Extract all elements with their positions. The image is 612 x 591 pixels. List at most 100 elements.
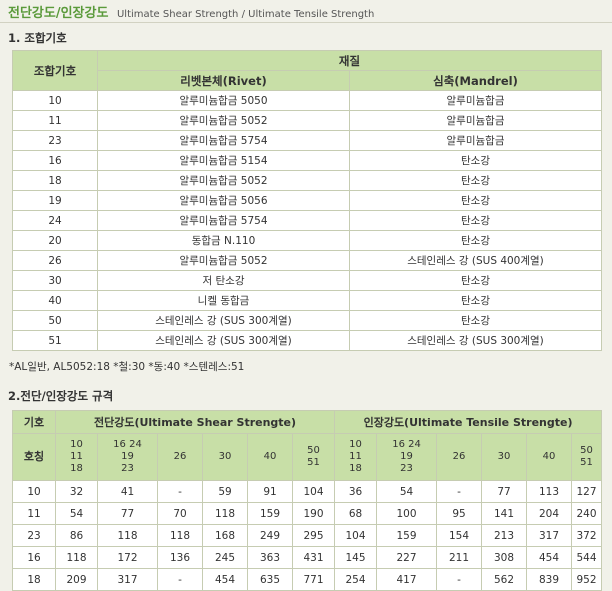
title-divider: [0, 22, 612, 23]
tensile-value-cell: 104: [334, 524, 378, 547]
shear-value-cell: 159: [247, 502, 293, 525]
page-title: 전단강도/인장강도 Ultimate Shear Strength / Ulti…: [8, 2, 374, 21]
combination-row: 20 동합금 N.110 탄소강: [12, 230, 603, 251]
tensile-value-cell: 100: [376, 502, 438, 525]
tensile-value-cell: 145: [334, 546, 378, 569]
tensile-value-cell: -: [436, 480, 483, 503]
col-material-header: 재질: [96, 50, 603, 71]
tensile-value-cell: 562: [481, 568, 528, 591]
tensile-value-cell: 317: [526, 524, 573, 547]
size-cell: 10: [12, 480, 56, 503]
shear-value-cell: 118: [202, 502, 248, 525]
shear-value-cell: 91: [247, 480, 293, 503]
shear-value-cell: 32: [55, 480, 98, 503]
strength-row: 23 86 118 118 168 249 295 104 159 154 213 317 372: [12, 524, 603, 547]
section2-heading: 2.전단/인장강도 규격: [8, 389, 114, 403]
strength-table: 기호 전단강도(Ultimate Shear Strengte) 인장강도(Ul…: [12, 410, 603, 591]
tensile-value-cell: 95: [436, 502, 483, 525]
rivet-cell: 니켈 동합금: [97, 290, 350, 311]
tensile-value-cell: 240: [571, 502, 603, 525]
tensile-value-cell: 372: [571, 524, 603, 547]
shear-value-cell: 431: [291, 546, 336, 569]
tensile-group-header: 50 51: [571, 433, 603, 481]
rivet-cell: 스테인레스 강 (SUS 300계열): [97, 330, 350, 351]
combination-row: 19 알루미늄합금 5056 탄소강: [12, 190, 603, 211]
shear-value-cell: 295: [291, 524, 336, 547]
combination-row: 30 저 탄소강 탄소강: [12, 270, 603, 291]
combination-code-table: 조합기호 재질 리벳본체(Rivet) 심축(Mandrel) 10 알루미늄합금…: [12, 50, 603, 351]
mandrel-cell: 탄소강: [348, 190, 603, 211]
rivet-cell: 저 탄소강: [97, 270, 350, 291]
shear-value-cell: 104: [291, 480, 336, 503]
shear-group-header: 40: [247, 433, 293, 481]
combination-row: 23 알루미늄합금 5754 알루미늄합금: [12, 130, 603, 151]
material-note: *AL일반, AL5052:18 *철:30 *동:40 *스텐레스:51: [9, 361, 245, 373]
combination-code-body: 10 알루미늄합금 5050 알루미늄합금 11 알루미늄합금 5052 알루미늄합금 23…: [12, 90, 603, 351]
tensile-value-cell: -: [436, 568, 483, 591]
code-cell: 18: [12, 170, 98, 191]
mandrel-cell: 스테인레스 강 (SUS 300계열): [348, 330, 603, 351]
col-mandrel-header: 심축(Mandrel): [348, 70, 603, 91]
tensile-value-cell: 952: [571, 568, 603, 591]
code-cell: 24: [12, 210, 98, 231]
tensile-value-cell: 839: [526, 568, 573, 591]
title-text: 전단강도/인장강도: [8, 6, 109, 21]
rivet-cell: 스테인레스 강 (SUS 300계열): [97, 310, 350, 331]
mandrel-cell: 탄소강: [348, 210, 603, 231]
combination-row: 10 알루미늄합금 5050 알루미늄합금: [12, 90, 603, 111]
strength-row: 18 209 317-454 635 771 254 417-562 839 952: [12, 568, 603, 591]
shear-value-cell: 54: [55, 502, 98, 525]
tensile-value-cell: 308: [481, 546, 528, 569]
shear-value-cell: 245: [202, 546, 248, 569]
combination-row: 26 알루미늄합금 5052 스테인레스 강 (SUS 400계열): [12, 250, 603, 271]
rivet-cell: 알루미늄합금 5050: [97, 90, 350, 111]
shear-value-cell: 209: [55, 568, 98, 591]
shear-value-cell: -: [157, 480, 203, 503]
rivet-cell: 알루미늄합금 5154: [97, 150, 350, 171]
tensile-value-cell: 68: [334, 502, 378, 525]
tensile-group-header: 10 11 18: [334, 433, 378, 481]
tensile-value-cell: 211: [436, 546, 483, 569]
mandrel-cell: 탄소강: [348, 150, 603, 171]
tensile-group-header: 26: [436, 433, 483, 481]
shear-value-cell: 771: [291, 568, 336, 591]
col-size-header: 호칭: [12, 433, 56, 481]
tensile-value-cell: 36: [334, 480, 378, 503]
size-cell: 23: [12, 524, 56, 547]
rivet-cell: 알루미늄합금 5052: [97, 110, 350, 131]
tensile-header: 인장강도(Ultimate Tensile Strengte): [334, 410, 603, 434]
tensile-value-cell: 254: [334, 568, 378, 591]
code-cell: 11: [12, 110, 98, 131]
tensile-value-cell: 154: [436, 524, 483, 547]
shear-value-cell: 41: [97, 480, 158, 503]
col-symbol-header: 기호: [12, 410, 56, 434]
tensile-value-cell: 227: [376, 546, 438, 569]
tensile-group-header: 40: [526, 433, 573, 481]
tensile-group-header: 16 24 19 23: [376, 433, 438, 481]
col-rivet-header: 리벳본체(Rivet): [97, 70, 350, 91]
combination-row: 24 알루미늄합금 5754 탄소강: [12, 210, 603, 231]
shear-value-cell: 118: [157, 524, 203, 547]
tensile-value-cell: 113: [526, 480, 573, 503]
code-cell: 16: [12, 150, 98, 171]
rivet-cell: 알루미늄합금 5052: [97, 250, 350, 271]
code-cell: 26: [12, 250, 98, 271]
shear-value-cell: 635: [247, 568, 293, 591]
shear-group-header: 16 24 19 23: [97, 433, 158, 481]
mandrel-cell: 탄소강: [348, 310, 603, 331]
code-cell: 40: [12, 290, 98, 311]
shear-value-cell: 363: [247, 546, 293, 569]
rivet-cell: 알루미늄합금 5056: [97, 190, 350, 211]
shear-value-cell: 317: [97, 568, 158, 591]
shear-group-header: 10 11 18: [55, 433, 98, 481]
code-cell: 19: [12, 190, 98, 211]
col-code-header: 조합기호: [12, 50, 98, 91]
mandrel-cell: 알루미늄합금: [348, 90, 603, 111]
shear-value-cell: -: [157, 568, 203, 591]
tensile-value-cell: 141: [481, 502, 528, 525]
title-subtitle: Ultimate Shear Strength / Ultimate Tensi…: [116, 9, 375, 20]
mandrel-cell: 알루미늄합금: [348, 130, 603, 151]
size-cell: 11: [12, 502, 56, 525]
section1-heading: 1. 조합기호: [8, 31, 67, 45]
code-cell: 10: [12, 90, 98, 111]
